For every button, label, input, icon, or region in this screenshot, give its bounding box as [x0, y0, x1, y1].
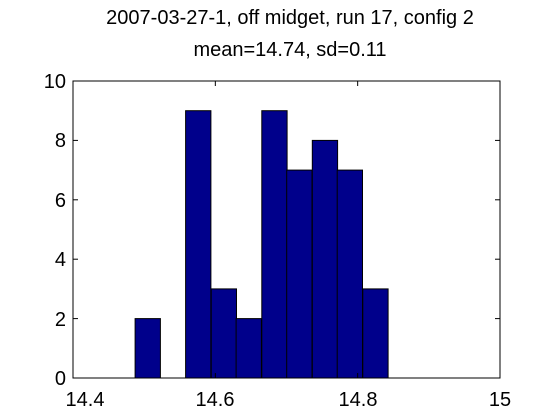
x-tick-labels: 14.4 14.6 14.8 15 — [66, 389, 512, 411]
x-tick-label: 14.6 — [196, 389, 235, 411]
histogram-bar — [210, 288, 237, 379]
histogram-bar — [235, 318, 262, 379]
x-tick-label: 14.4 — [66, 389, 105, 411]
histogram-bar — [185, 110, 212, 379]
y-tick-label: 2 — [55, 309, 66, 331]
ticks-group — [72, 80, 501, 379]
chart-title: 2007-03-27-1, off midget, run 17, config… — [106, 7, 474, 29]
axes-box — [72, 80, 501, 379]
histogram-bar — [362, 288, 389, 379]
histogram-bar — [134, 318, 161, 379]
bars-group — [134, 110, 389, 379]
y-tick-label: 8 — [55, 130, 66, 152]
chart-subtitle: mean=14.74, sd=0.11 — [193, 39, 386, 61]
y-tick-label: 10 — [44, 71, 66, 93]
histogram-bar — [336, 169, 364, 379]
histogram-bar — [286, 169, 313, 379]
y-tick-label: 6 — [55, 190, 66, 212]
y-tick-label: 4 — [55, 249, 66, 271]
y-tick-label: 0 — [55, 368, 66, 390]
y-tick-labels: 0 2 4 6 8 10 — [44, 71, 66, 390]
histogram-bar — [311, 139, 339, 379]
x-tick-label: 15 — [489, 389, 511, 411]
histogram-bar — [261, 110, 288, 379]
x-tick-label: 14.8 — [339, 389, 378, 411]
